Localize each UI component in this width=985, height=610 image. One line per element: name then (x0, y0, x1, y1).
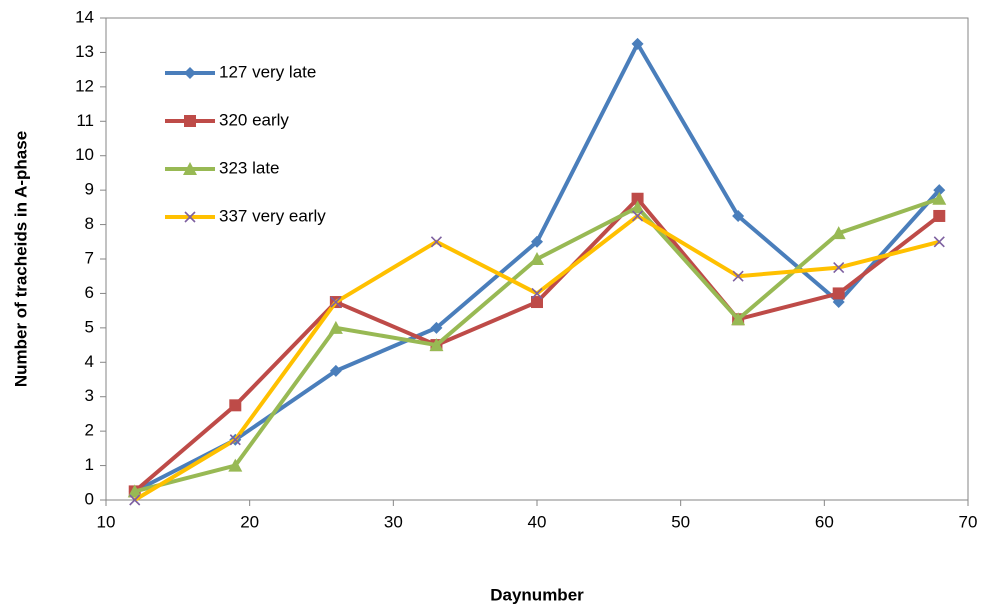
y-tick-label: 1 (85, 455, 94, 474)
marker (229, 434, 241, 446)
y-tick-label: 2 (85, 421, 94, 440)
x-tick-label: 30 (384, 512, 403, 531)
x-tick-label: 50 (671, 512, 690, 531)
y-tick-label: 8 (85, 214, 94, 233)
marker (530, 252, 544, 265)
y-axis-title: Number of tracheids in A-phase (11, 131, 30, 387)
marker (531, 287, 543, 299)
marker (329, 364, 342, 377)
y-tick-label: 5 (85, 317, 94, 336)
marker (127, 484, 142, 498)
marker (229, 399, 242, 412)
marker (731, 312, 746, 326)
marker (932, 191, 947, 205)
marker (631, 37, 644, 50)
marker (430, 236, 442, 248)
legend-label: 323 late (219, 158, 280, 177)
marker (933, 209, 946, 222)
y-tick-label: 6 (85, 283, 94, 302)
marker (832, 287, 845, 300)
marker (330, 296, 342, 308)
y-tick-label: 10 (75, 145, 94, 164)
x-tick-label: 40 (528, 512, 547, 531)
marker (328, 320, 343, 334)
legend-label: 320 early (219, 110, 289, 129)
legend-label: 127 very late (219, 62, 316, 81)
marker (228, 458, 243, 472)
marker (429, 338, 444, 352)
marker (430, 321, 443, 334)
marker (933, 236, 945, 248)
x-tick-label: 20 (240, 512, 259, 531)
x-tick-label: 60 (815, 512, 834, 531)
legend-label: 337 very early (219, 206, 326, 225)
marker (632, 210, 644, 222)
marker (933, 184, 946, 197)
legend-marker (184, 67, 196, 79)
x-tick-label: 70 (959, 512, 978, 531)
x-axis-title: Daynumber (490, 585, 584, 604)
marker (732, 209, 745, 222)
legend-marker (183, 162, 197, 175)
y-tick-label: 11 (76, 111, 94, 130)
y-tick-label: 9 (85, 180, 94, 199)
y-tick-label: 7 (85, 248, 94, 267)
y-tick-label: 3 (85, 386, 94, 405)
y-tick-label: 14 (75, 7, 94, 26)
marker (531, 235, 543, 248)
marker (531, 296, 543, 309)
marker (129, 494, 141, 506)
x-tick-label: 10 (97, 512, 116, 531)
marker (631, 192, 644, 205)
marker (732, 270, 744, 282)
y-tick-label: 13 (75, 42, 94, 61)
marker (833, 262, 845, 274)
marker (831, 226, 846, 240)
marker (630, 200, 645, 214)
legend-marker (184, 115, 196, 127)
y-tick-label: 4 (85, 352, 94, 371)
legend-marker (184, 211, 196, 223)
y-tick-label: 0 (85, 489, 94, 508)
y-tick-label: 12 (75, 76, 94, 95)
